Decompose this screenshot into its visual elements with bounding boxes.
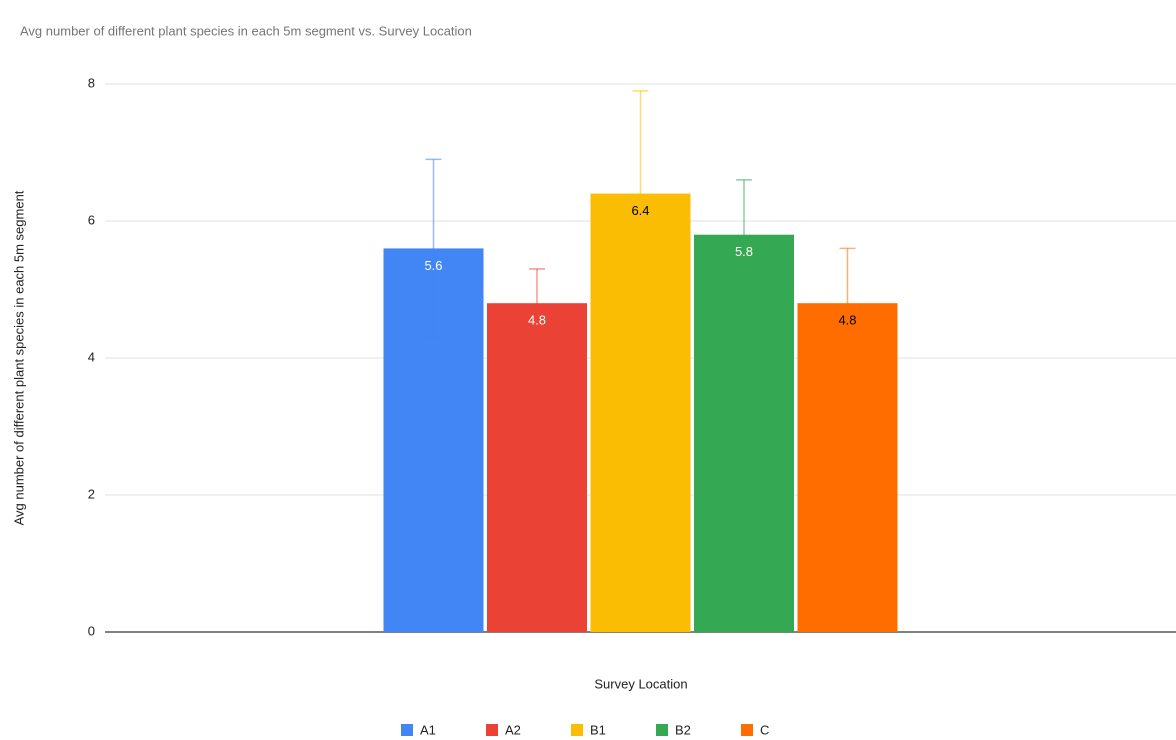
bar xyxy=(487,303,587,632)
error-bar xyxy=(839,247,856,359)
y-tick-label: 0 xyxy=(88,623,95,638)
y-tick-label: 6 xyxy=(88,212,95,227)
data-label: 4.8 xyxy=(838,313,856,328)
error-bar xyxy=(632,90,649,298)
legend-label: C xyxy=(760,722,769,737)
legend-label: B1 xyxy=(590,722,606,737)
x-axis-title: Survey Location xyxy=(594,676,687,691)
legend-label: A1 xyxy=(420,722,436,737)
legend-swatch xyxy=(401,724,413,736)
chart-title: Avg number of different plant species in… xyxy=(20,23,472,38)
data-label: 5.8 xyxy=(735,244,753,259)
y-tick-label: 2 xyxy=(88,486,95,501)
data-label: 4.8 xyxy=(528,313,546,328)
error-bar xyxy=(529,268,545,339)
y-axis-title: Avg number of different plant species in… xyxy=(11,190,26,525)
legend-swatch xyxy=(656,724,668,736)
data-label: 5.6 xyxy=(424,258,442,273)
legend-swatch xyxy=(571,724,583,736)
error-bar xyxy=(425,158,442,339)
legend-label: A2 xyxy=(505,722,521,737)
y-tick-label: 8 xyxy=(88,75,95,90)
legend-swatch xyxy=(486,724,498,736)
y-tick-label: 4 xyxy=(88,349,95,364)
legend-swatch xyxy=(741,724,753,736)
error-bar xyxy=(736,179,752,291)
data-label: 6.4 xyxy=(631,203,649,218)
bar xyxy=(694,234,794,632)
legend-label: B2 xyxy=(675,722,691,737)
